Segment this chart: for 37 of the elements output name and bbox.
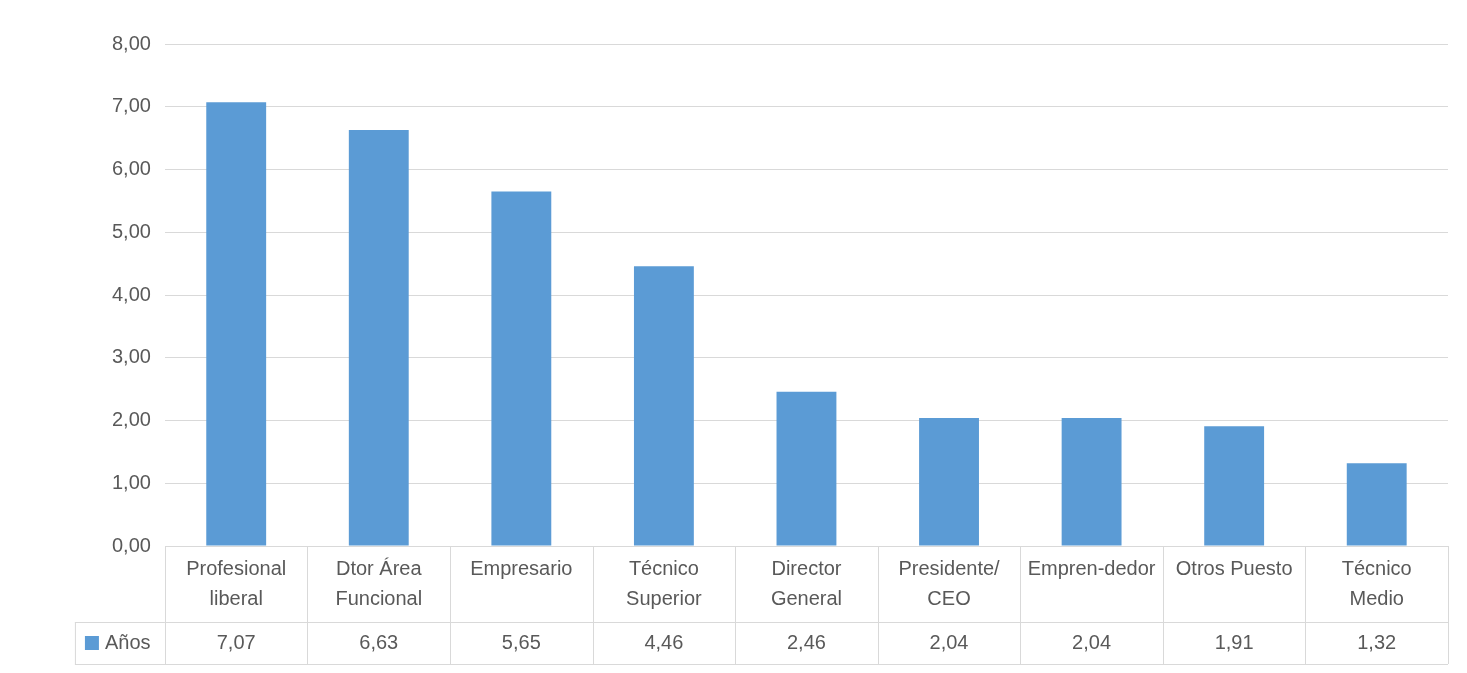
- x-tick-label: Técnico Superior: [626, 556, 703, 609]
- bar: [1204, 426, 1265, 546]
- data-label: 7,07: [216, 630, 256, 653]
- x-tick-label: Profesional liberal: [186, 556, 287, 609]
- bar: [1346, 463, 1407, 546]
- legend-label: Años: [104, 630, 151, 653]
- x-tick-label: Empren-dedor: [1027, 556, 1156, 579]
- x-tick-label: Técnico Medio: [1341, 556, 1412, 609]
- bar: [1061, 417, 1122, 546]
- data-label: 6,63: [359, 630, 399, 653]
- data-label: 5,65: [501, 630, 541, 653]
- y-tick-label: 4,00: [111, 282, 151, 305]
- x-tick-label: Presidente/CEO: [898, 556, 1001, 609]
- bar: [348, 129, 409, 546]
- bar: [633, 266, 694, 546]
- y-tick-label: 8,00: [111, 31, 151, 54]
- data-label: 1,32: [1357, 630, 1397, 653]
- bar: [491, 191, 552, 546]
- y-tick-label: 0,00: [111, 533, 151, 556]
- y-tick-label: 1,00: [111, 470, 151, 493]
- y-tick-label: 5,00: [111, 219, 151, 242]
- bar: [919, 417, 979, 546]
- y-tick-label: 6,00: [111, 157, 151, 180]
- bar: [776, 391, 837, 546]
- x-tick-label: Director General: [770, 556, 843, 609]
- x-tick-label: Dtor Área Funcional: [335, 556, 423, 609]
- data-label: 2,04: [929, 630, 969, 653]
- y-tick-label: 2,00: [111, 408, 151, 431]
- bar: [206, 102, 267, 546]
- data-label: 1,91: [1214, 630, 1254, 653]
- x-tick-label: Empresario: [470, 556, 573, 579]
- data-label: 2,04: [1072, 630, 1112, 653]
- data-label: 4,46: [644, 630, 684, 653]
- y-tick-label: 3,00: [111, 345, 151, 368]
- y-tick-label: 7,00: [111, 94, 151, 117]
- x-tick-label: Otros Puesto: [1175, 556, 1293, 579]
- data-label: 2,46: [786, 630, 826, 653]
